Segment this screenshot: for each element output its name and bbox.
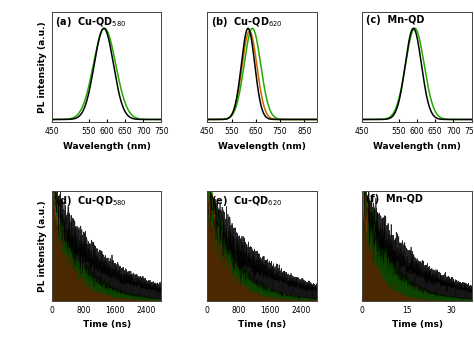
Text: (b)  Cu-QD$_{620}$: (b) Cu-QD$_{620}$ <box>210 15 283 29</box>
X-axis label: Time (ns): Time (ns) <box>238 320 286 329</box>
X-axis label: Wavelength (nm): Wavelength (nm) <box>63 142 151 151</box>
X-axis label: Time (ms): Time (ms) <box>392 320 443 329</box>
Text: (a)  Cu-QD$_{580}$: (a) Cu-QD$_{580}$ <box>55 15 127 29</box>
X-axis label: Wavelength (nm): Wavelength (nm) <box>218 142 306 151</box>
X-axis label: Time (ns): Time (ns) <box>82 320 131 329</box>
Text: (c)  Mn-QD: (c) Mn-QD <box>365 15 424 25</box>
Y-axis label: PL intensity (a.u.): PL intensity (a.u.) <box>37 21 46 113</box>
Y-axis label: PL intensity (a.u.): PL intensity (a.u.) <box>37 200 46 292</box>
Text: (e)  Cu-QD$_{620}$: (e) Cu-QD$_{620}$ <box>210 194 282 208</box>
Text: (f)  Mn-QD: (f) Mn-QD <box>365 194 422 204</box>
X-axis label: Wavelength (nm): Wavelength (nm) <box>373 142 461 151</box>
Text: (d)  Cu-QD$_{580}$: (d) Cu-QD$_{580}$ <box>55 194 128 208</box>
